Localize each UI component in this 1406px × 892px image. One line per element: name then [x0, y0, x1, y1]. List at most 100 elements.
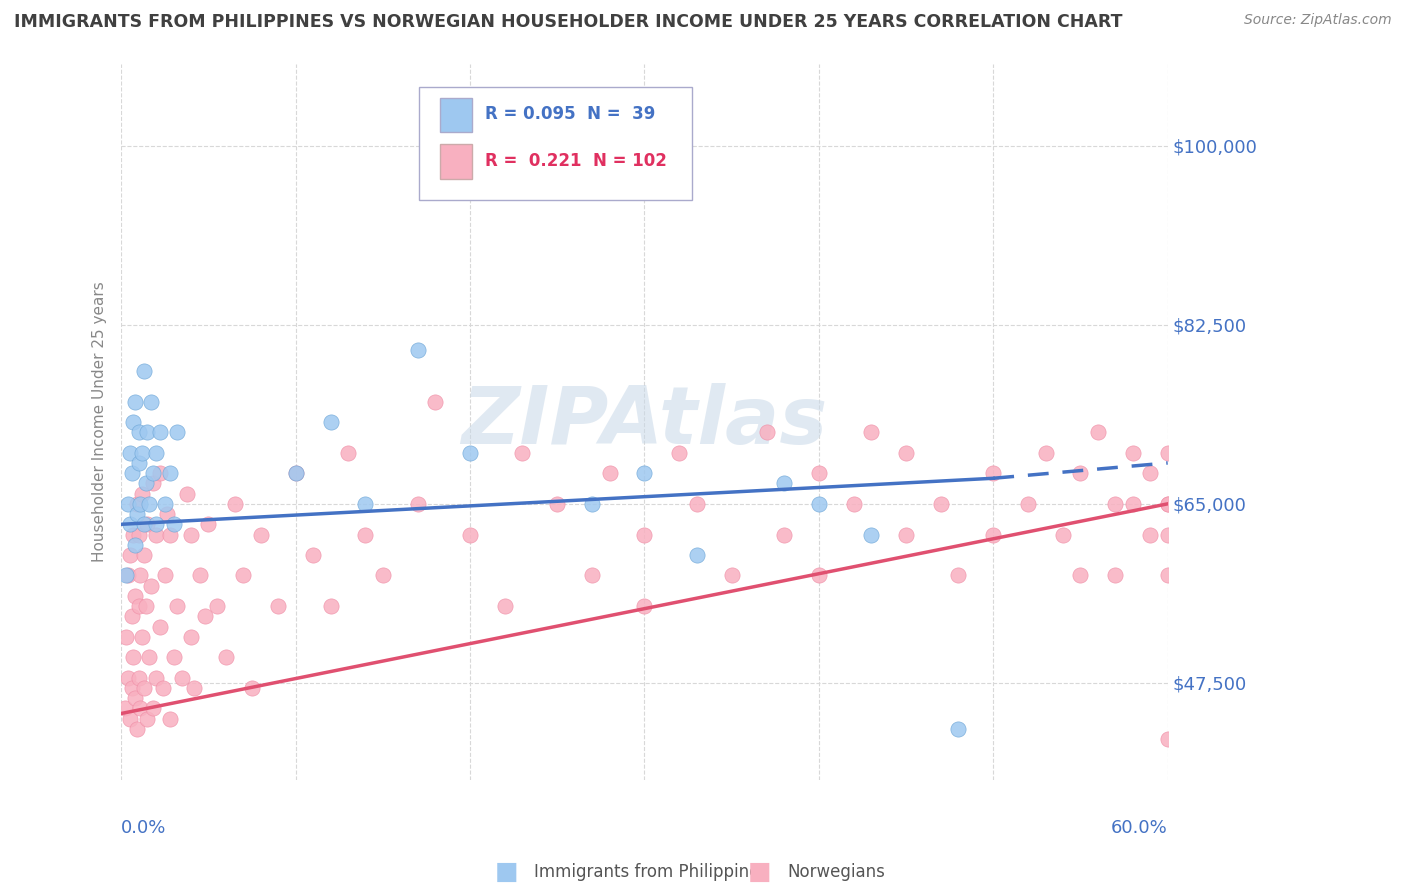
- Point: [129, 497, 152, 511]
- Point: [197, 517, 219, 532]
- Point: [929, 497, 952, 511]
- Point: [894, 446, 917, 460]
- Point: [125, 722, 148, 736]
- Point: [668, 446, 690, 460]
- Point: [1139, 466, 1161, 480]
- Point: [354, 497, 377, 511]
- Text: IMMIGRANTS FROM PHILIPPINES VS NORWEGIAN HOUSEHOLDER INCOME UNDER 25 YEARS CORRE: IMMIGRANTS FROM PHILIPPINES VS NORWEGIAN…: [14, 13, 1122, 31]
- Point: [131, 486, 153, 500]
- Point: [686, 497, 709, 511]
- Point: [125, 497, 148, 511]
- Point: [240, 681, 263, 695]
- Point: [633, 599, 655, 613]
- Point: [458, 527, 481, 541]
- Point: [1069, 466, 1091, 480]
- Point: [1122, 497, 1144, 511]
- Point: [129, 568, 152, 582]
- Point: [135, 476, 157, 491]
- Point: [138, 650, 160, 665]
- Point: [1069, 568, 1091, 582]
- Point: [267, 599, 290, 613]
- Point: [124, 589, 146, 603]
- Point: [128, 671, 150, 685]
- Point: [172, 671, 194, 685]
- Point: [773, 527, 796, 541]
- Point: [1052, 527, 1074, 541]
- Text: ZIPAtlas: ZIPAtlas: [461, 383, 828, 461]
- Point: [194, 609, 217, 624]
- Point: [180, 527, 202, 541]
- Point: [142, 476, 165, 491]
- Text: Immigrants from Philippines: Immigrants from Philippines: [534, 863, 769, 881]
- Point: [1157, 497, 1180, 511]
- Point: [132, 364, 155, 378]
- Point: [842, 497, 865, 511]
- Point: [302, 548, 325, 562]
- Point: [1139, 527, 1161, 541]
- Text: Source: ZipAtlas.com: Source: ZipAtlas.com: [1244, 13, 1392, 28]
- Point: [406, 497, 429, 511]
- Text: R = 0.095  N =  39: R = 0.095 N = 39: [485, 105, 655, 123]
- Point: [633, 466, 655, 480]
- Point: [1017, 497, 1039, 511]
- Text: ■: ■: [495, 861, 517, 884]
- Point: [115, 630, 138, 644]
- Point: [860, 527, 883, 541]
- Point: [155, 507, 177, 521]
- Point: [139, 394, 162, 409]
- Point: [284, 466, 307, 480]
- Point: [159, 712, 181, 726]
- Point: [145, 446, 167, 460]
- Point: [128, 456, 150, 470]
- Y-axis label: Householder Income Under 25 years: Householder Income Under 25 years: [93, 282, 107, 562]
- Point: [135, 599, 157, 613]
- Point: [149, 619, 172, 633]
- Point: [183, 681, 205, 695]
- FancyBboxPatch shape: [419, 87, 692, 200]
- Point: [1122, 446, 1144, 460]
- Point: [720, 568, 742, 582]
- Point: [581, 568, 603, 582]
- Point: [132, 681, 155, 695]
- Point: [136, 517, 159, 532]
- Point: [224, 497, 246, 511]
- Point: [115, 568, 138, 582]
- Point: [118, 712, 141, 726]
- Point: [118, 548, 141, 562]
- Point: [129, 701, 152, 715]
- Point: [132, 548, 155, 562]
- Point: [145, 527, 167, 541]
- Point: [121, 609, 143, 624]
- Point: [131, 630, 153, 644]
- Point: [162, 650, 184, 665]
- Point: [124, 691, 146, 706]
- Point: [981, 527, 1004, 541]
- Point: [948, 722, 970, 736]
- Point: [512, 446, 534, 460]
- Point: [458, 446, 481, 460]
- Point: [122, 527, 145, 541]
- Point: [136, 712, 159, 726]
- Point: [121, 466, 143, 480]
- Point: [807, 568, 830, 582]
- Point: [686, 548, 709, 562]
- Point: [354, 527, 377, 541]
- Text: Norwegians: Norwegians: [787, 863, 886, 881]
- Point: [159, 527, 181, 541]
- Point: [118, 517, 141, 532]
- Point: [153, 568, 176, 582]
- Point: [1157, 568, 1180, 582]
- Point: [232, 568, 254, 582]
- Point: [319, 599, 342, 613]
- Point: [121, 681, 143, 695]
- Point: [215, 650, 238, 665]
- Point: [128, 599, 150, 613]
- Point: [176, 486, 198, 500]
- Text: ■: ■: [748, 861, 770, 884]
- Point: [1157, 527, 1180, 541]
- Point: [159, 466, 181, 480]
- Point: [1157, 446, 1180, 460]
- FancyBboxPatch shape: [440, 98, 472, 132]
- Point: [807, 497, 830, 511]
- Point: [1104, 497, 1126, 511]
